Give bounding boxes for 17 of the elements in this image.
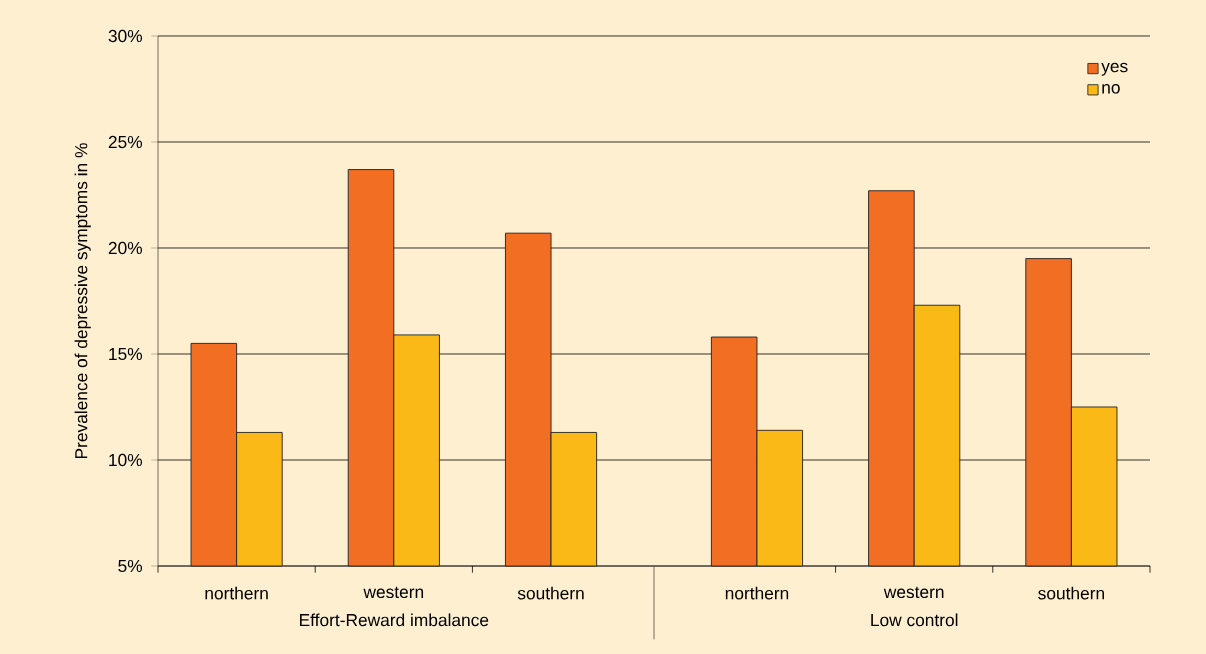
- x-tick-label: southern: [517, 586, 584, 600]
- y-tick-label: 25%: [108, 135, 143, 149]
- x-tick-label: southern: [1038, 586, 1104, 600]
- x-tick-label: western: [363, 586, 424, 599]
- x-tick-label: northern: [725, 586, 789, 600]
- y-tick-label: 15%: [109, 347, 143, 361]
- y-tick-label: 20%: [108, 241, 143, 255]
- y-axis-title: Prevalence of depressive symptoms in %: [74, 143, 91, 459]
- y-tick-label: 10%: [109, 453, 143, 467]
- legend-label: yes: [1101, 62, 1128, 76]
- text: Low control: [871, 613, 958, 627]
- x-tick-label: northern: [205, 586, 268, 600]
- legend-label: no: [1102, 84, 1120, 94]
- y-tick-label: 5%: [118, 559, 143, 573]
- x-tick-label: western: [883, 586, 944, 599]
- text: Effort-Reward imbalance: [300, 613, 489, 627]
- y-tick-label: 30%: [108, 29, 143, 43]
